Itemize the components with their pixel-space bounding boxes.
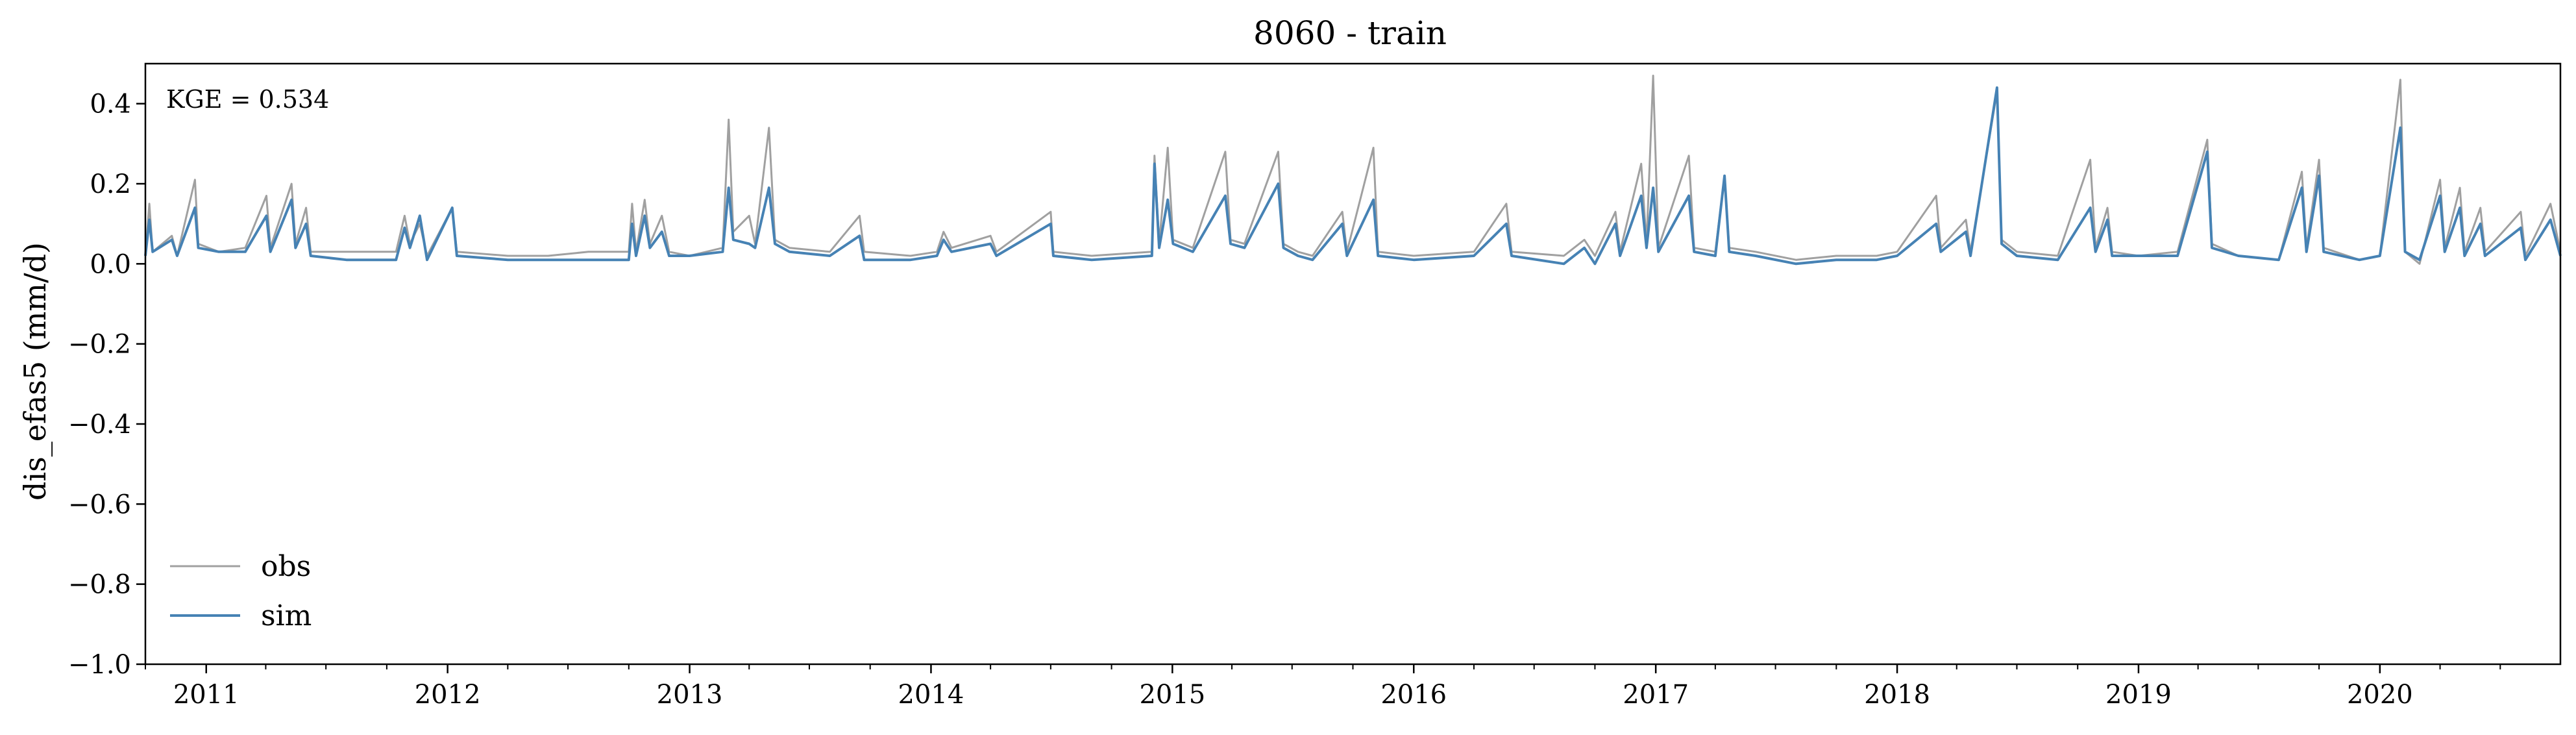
series-line-obs xyxy=(144,75,2562,265)
series-layer xyxy=(144,75,2562,266)
x-tick-label: 2018 xyxy=(1864,680,1930,710)
x-tick-label: 2015 xyxy=(1139,680,1205,710)
x-tick-label: 2020 xyxy=(2347,680,2413,710)
x-tick-label: 2016 xyxy=(1380,680,1447,710)
chart-title: 8060 - train xyxy=(1253,14,1447,52)
y-tick-label: −0.4 xyxy=(68,410,131,440)
series-line-sim xyxy=(144,86,2562,266)
x-tick-label: 2011 xyxy=(173,680,239,710)
kge-annotation: KGE = 0.534 xyxy=(166,85,329,114)
y-tick-label: −0.8 xyxy=(68,570,131,600)
legend-label-obs: obs xyxy=(261,550,311,583)
x-tick-label: 2019 xyxy=(2105,680,2172,710)
y-tick-label: 0.4 xyxy=(90,90,131,119)
x-tick-label: 2017 xyxy=(1623,680,1689,710)
y-tick-label: −0.6 xyxy=(68,490,131,519)
legend-label-sim: sim xyxy=(261,599,312,632)
y-tick-label: −0.2 xyxy=(68,330,131,360)
y-tick-label: 0.0 xyxy=(90,249,131,279)
legend: obs sim xyxy=(170,550,312,632)
axes-frame xyxy=(144,62,2562,666)
axes-layer: −1.0 −0.8 −0.6 −0.4 −0.2 0.0 0.2 0.4 2011 2012 201… xyxy=(68,62,2562,710)
y-tick-label: 0.2 xyxy=(90,169,131,199)
x-tick-label: 2013 xyxy=(657,680,723,710)
y-tick-label: −1.0 xyxy=(68,650,131,680)
x-tick-label: 2012 xyxy=(415,680,481,710)
y-axis-label: dis_efas5 (mm/d) xyxy=(18,242,53,501)
x-tick-label: 2014 xyxy=(898,680,964,710)
